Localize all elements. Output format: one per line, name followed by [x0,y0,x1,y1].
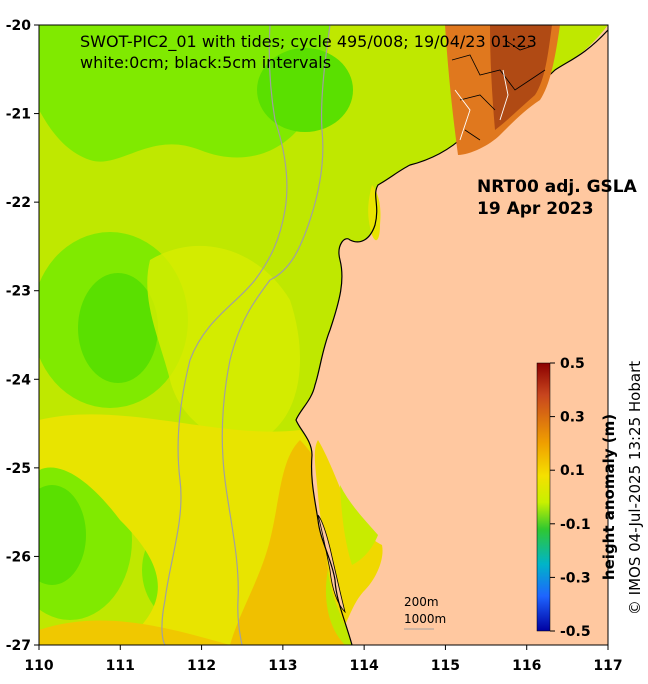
product-label-line2: 19 Apr 2023 [477,199,594,219]
isobath-200m [221,25,331,645]
colorbar-ticks: 0.5 0.3 0.1 -0.1 -0.3 -0.5 [550,356,591,640]
colorbar-tick-label: -0.1 [560,517,591,533]
x-tick-label: 117 [593,658,622,674]
imos-credit: © IMOS 04-Jul-2025 13:25 Hobart [626,361,644,615]
map-plot-area [39,25,608,645]
colorbar-tick-label: 0.3 [560,410,585,426]
colorbar-tick-label: -0.5 [560,624,591,640]
land-mass [296,25,608,645]
sea-anomaly-green-west-core [78,273,158,383]
map-title-line1: SWOT-PIC2_01 with tides; cycle 495/008; … [80,32,537,52]
sea-anomaly-green-north-core [257,48,353,132]
x-tick-label: 112 [187,658,216,674]
swot-contours [451,39,546,141]
y-axis: -20 -21 -22 -23 -24 -25 -26 -27 [6,18,39,654]
map-title-line2: white:0cm; black:5cm intervals [80,53,331,72]
y-tick-label: -21 [6,107,31,123]
x-tick-label: 114 [350,658,379,674]
colorbar-gradient [536,362,551,632]
colorbar-tick-label: -0.3 [560,570,591,586]
swot-zero-contour [454,69,509,141]
y-tick-label: -27 [6,638,31,654]
x-tick-label: 116 [512,658,541,674]
y-tick-label: -20 [6,18,32,34]
colorbar-tick-label: 0.1 [560,463,585,479]
sea-anomaly-yellow-central [147,245,300,442]
plot-frame [38,24,609,646]
x-tick-label: 113 [268,658,297,674]
x-tick-label: 111 [106,658,135,674]
dirk-hartog-island [317,514,346,614]
isobath-1000m [161,25,288,645]
product-label-line1: NRT00 adj. GSLA [477,177,638,197]
y-tick-label: -22 [6,195,31,211]
x-tick-label: 110 [24,658,53,674]
isobath-legend-1000m: 1000m [404,612,446,626]
shark-bay-inner [340,485,378,565]
colorbar: 0.5 0.3 0.1 -0.1 -0.3 -0.5 height anomaly (m) [536,356,618,640]
y-tick-label: -25 [6,461,31,477]
exmouth-gulf [368,185,381,241]
sea-anomaly-green-northwest [39,25,330,162]
sea-anomaly-green-southwest-core [39,485,86,585]
isobath-legend-200m: 200m [404,595,439,609]
colorbar-label: height anomaly (m) [600,414,618,580]
colorbar-tick-label: 0.5 [560,356,585,372]
y-tick-label: -24 [6,372,32,388]
sea-anomaly-orange-south-band [39,620,230,645]
x-tick-label: 115 [431,658,460,674]
y-tick-label: -23 [6,284,31,300]
x-axis: 110 111 112 113 114 115 116 117 [24,645,623,674]
y-tick-label: -26 [6,549,31,565]
